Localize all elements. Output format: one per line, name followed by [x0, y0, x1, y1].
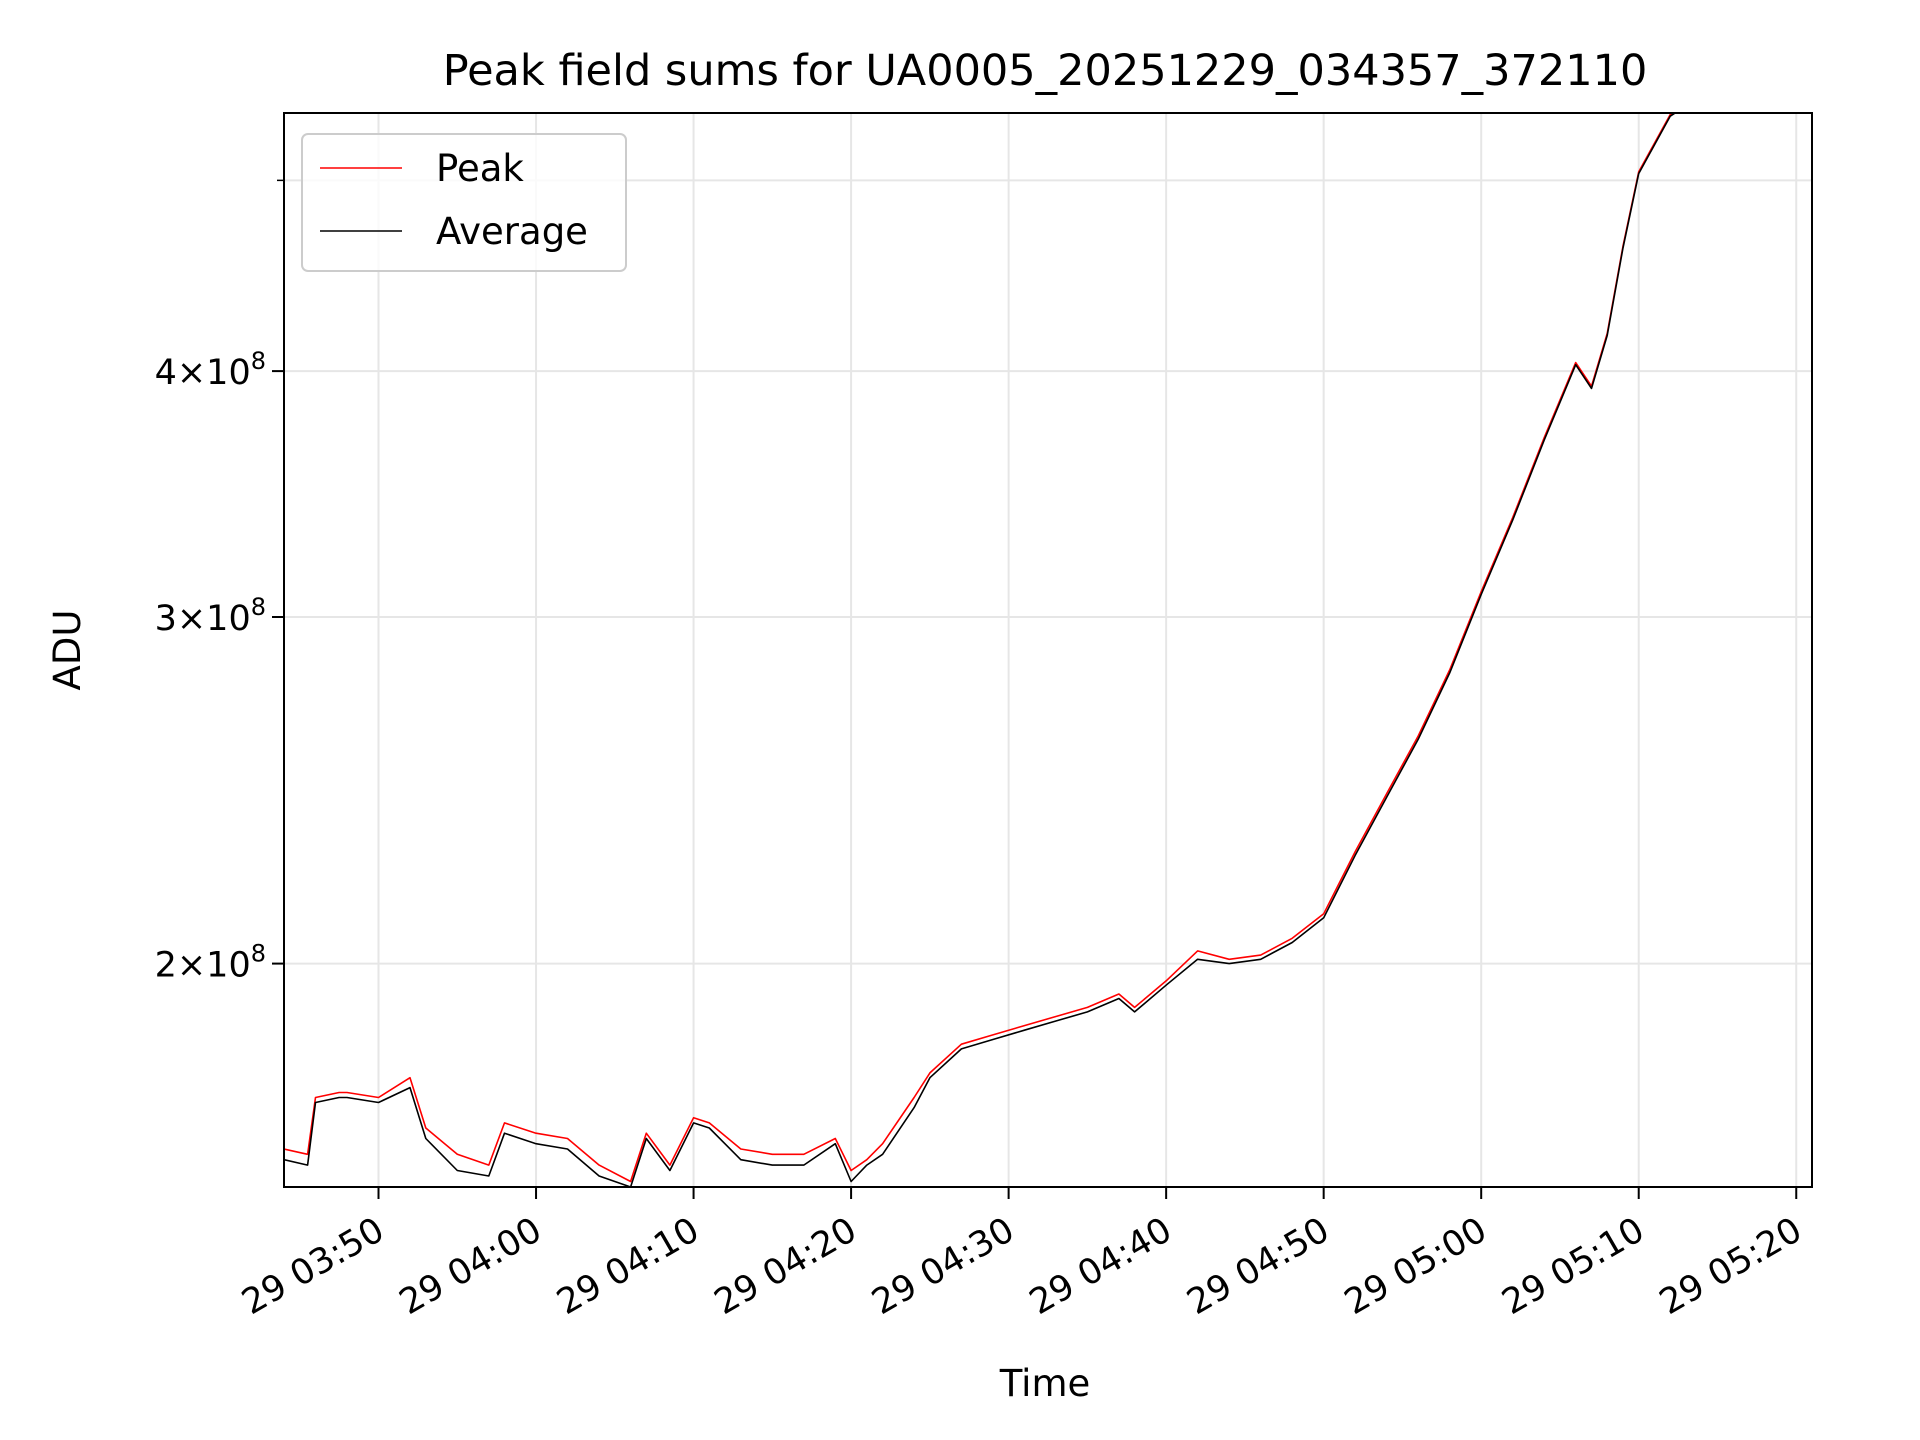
- plot-frame: [283, 112, 1813, 1188]
- y-axis-label: ADU: [46, 610, 89, 691]
- x-axis-label: Time: [999, 1362, 1091, 1405]
- y-tick-label: 4×108: [155, 347, 266, 393]
- y-tick-label: 3×108: [155, 593, 266, 639]
- series-line-average: [284, 113, 1677, 1187]
- series-line-peak: [284, 113, 1675, 1183]
- y-axis: 2×108 3×108 4×108: [155, 179, 284, 986]
- chart-title: Peak field sums for UA0005_20251229_0343…: [443, 46, 1648, 96]
- series-group: [284, 113, 1677, 1187]
- grid-lines: [284, 113, 1812, 1187]
- legend-label-average: Average: [436, 210, 588, 253]
- y-tick-label: 2×108: [155, 940, 266, 986]
- legend-label-peak: Peak: [436, 147, 524, 190]
- legend: Peak Average: [301, 133, 627, 272]
